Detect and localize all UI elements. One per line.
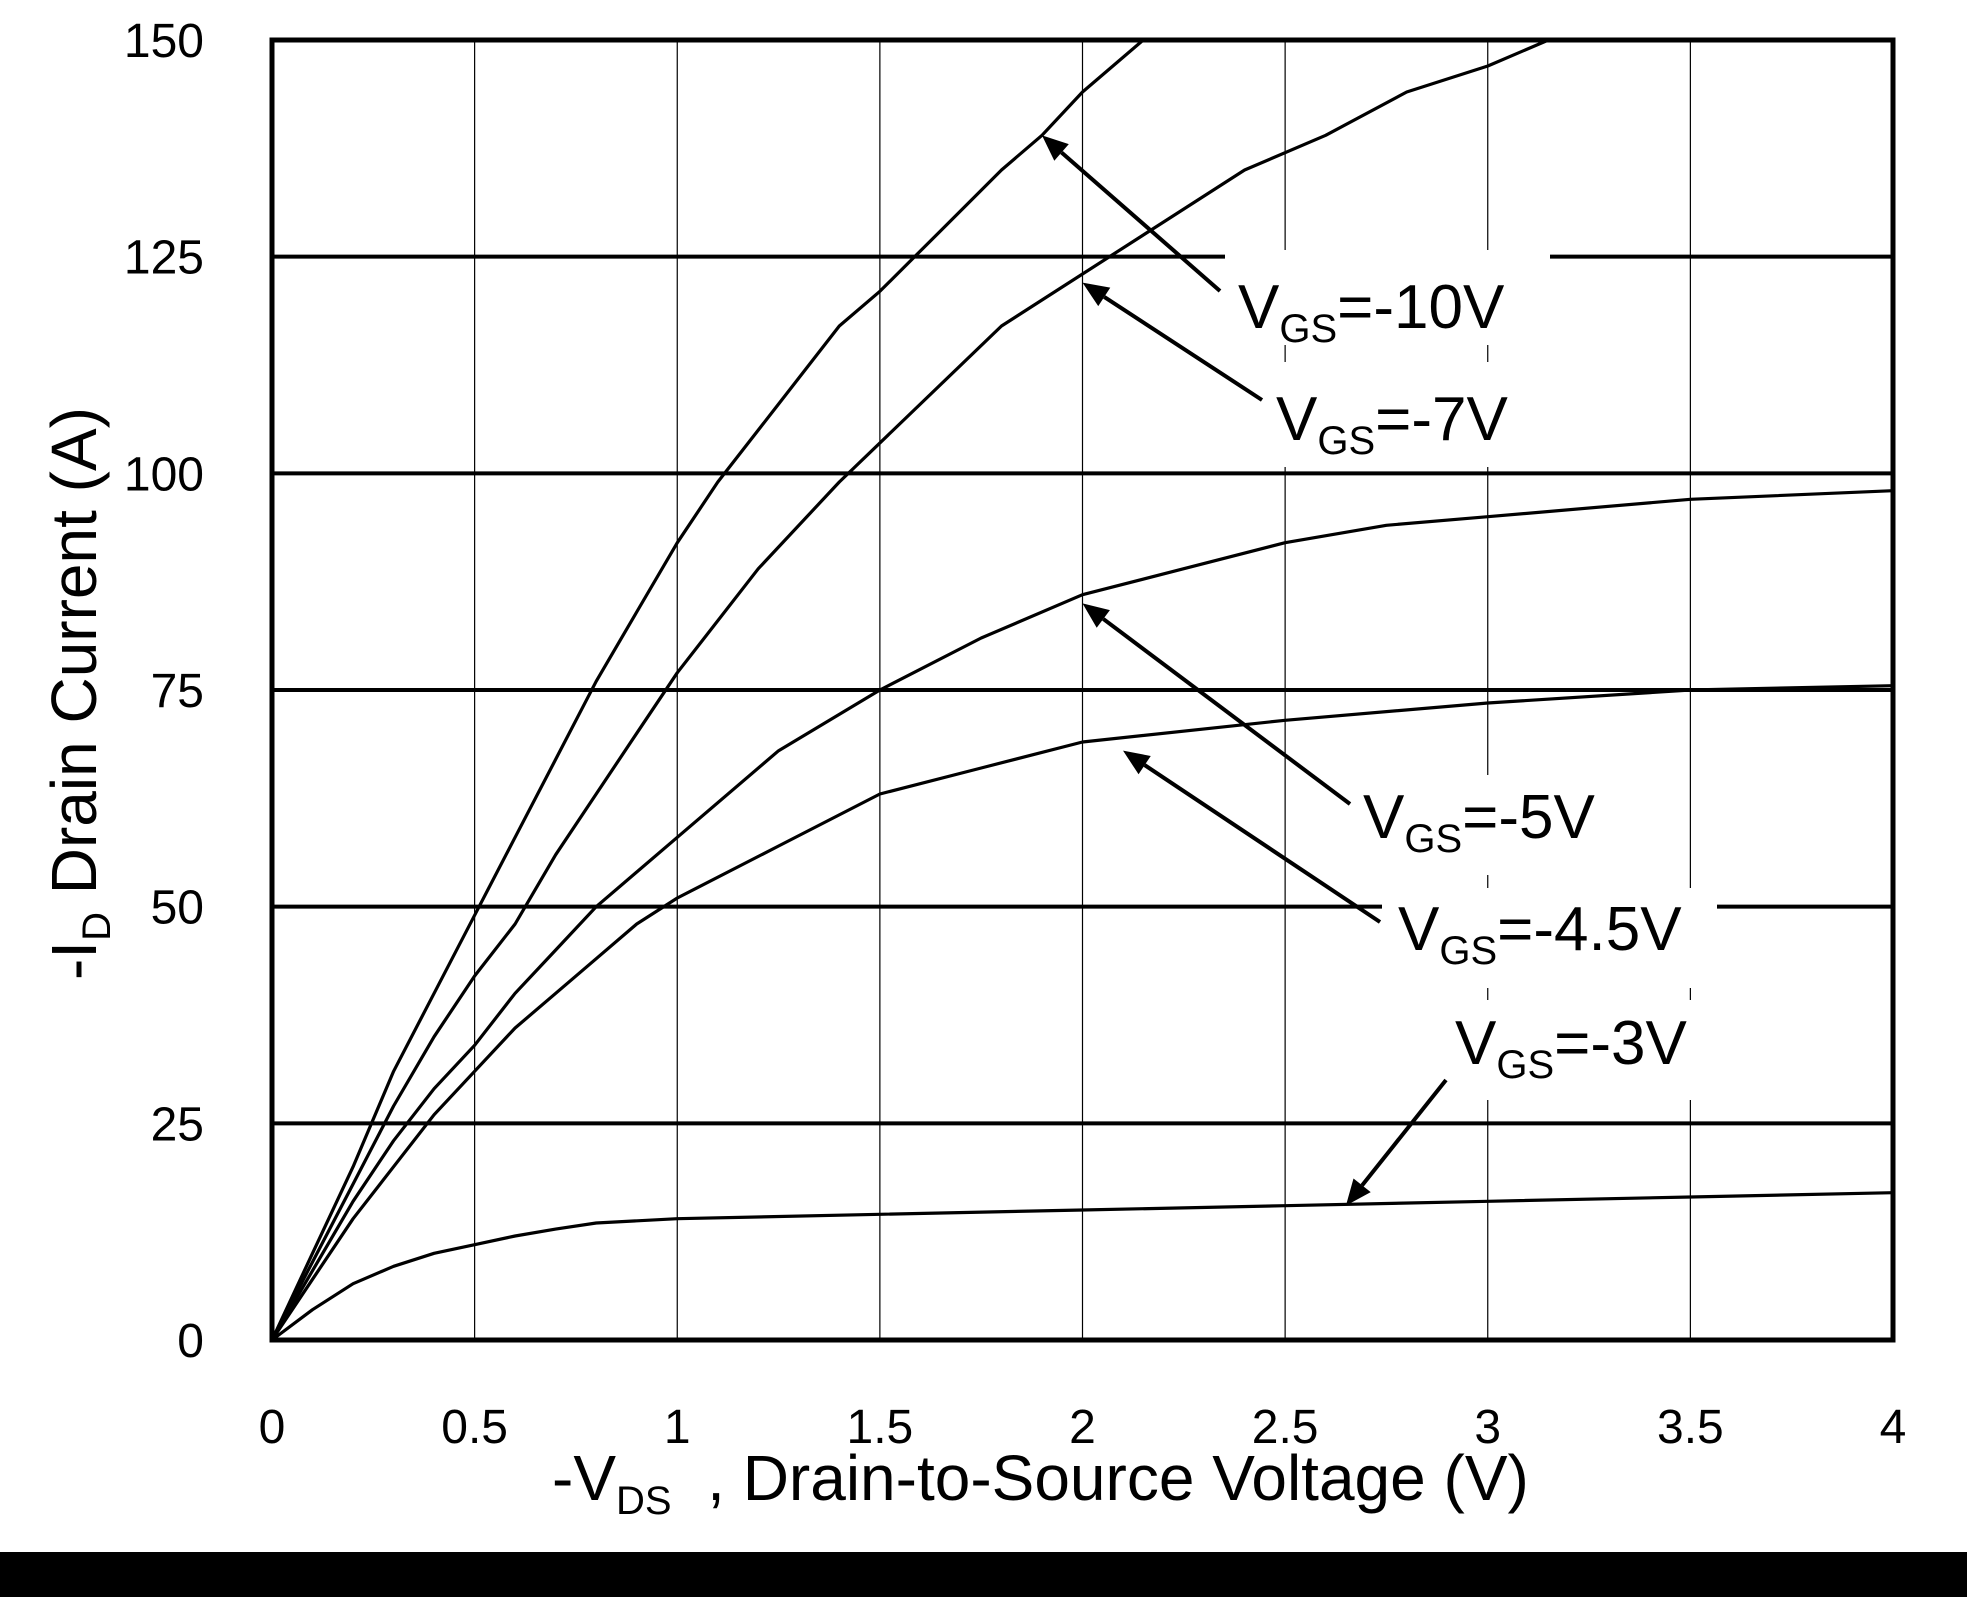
annotation-label-subscript: GS bbox=[1317, 419, 1375, 463]
series-line bbox=[271, 1191, 1894, 1342]
annotation-label-subscript: GS bbox=[1496, 1043, 1554, 1087]
x-tick-label: 1.5 bbox=[847, 1401, 914, 1454]
annotation-arrowhead bbox=[1345, 1178, 1371, 1206]
annotation-backgrounds bbox=[1225, 250, 1730, 1100]
x-tick-label: 0 bbox=[259, 1401, 286, 1454]
series-line bbox=[270, 684, 1894, 1341]
annotation-label: VGS=-3V bbox=[1455, 1009, 1687, 1087]
annotation-label-subscript: GS bbox=[1279, 307, 1337, 351]
x-tick-label: 3 bbox=[1474, 1401, 1501, 1454]
y-axis-title-subscript: D bbox=[75, 912, 119, 941]
annotation-arrow-shaft bbox=[1103, 295, 1264, 402]
annotation-label-prefix: V bbox=[1363, 783, 1405, 852]
annotation-label-prefix: V bbox=[1276, 385, 1318, 454]
annotation-label: VGS=-5V bbox=[1363, 783, 1595, 861]
y-tick-label: 100 bbox=[124, 448, 204, 501]
y-tick-labels: 0 25 50 75 100 125 150 bbox=[124, 15, 204, 1368]
annotation-label-suffix: =-7V bbox=[1375, 385, 1508, 454]
y-tick-label: 75 bbox=[151, 665, 204, 718]
series-layer bbox=[270, 38, 1894, 1342]
annotation-label-prefix: V bbox=[1455, 1009, 1497, 1078]
y-axis-title-prefix: -I bbox=[38, 941, 110, 980]
annotation-label-subscript: GS bbox=[1404, 817, 1462, 861]
x-tick-label: 1 bbox=[664, 1401, 691, 1454]
x-tick-label: 2.5 bbox=[1252, 1401, 1319, 1454]
annotation-arrowhead bbox=[1041, 135, 1069, 161]
annotation-background bbox=[1382, 888, 1717, 988]
x-axis-title-suffix: , Drain-to-Source Voltage (V) bbox=[672, 1442, 1529, 1514]
x-tick-label: 3.5 bbox=[1657, 1401, 1724, 1454]
x-axis-title-subscript: DS bbox=[616, 1479, 672, 1523]
annotation-label-prefix: V bbox=[1398, 895, 1440, 964]
bottom-bar bbox=[0, 1552, 1967, 1592]
annotation-arrow-shaft bbox=[1060, 150, 1222, 293]
annotation-label: VGS=-7V bbox=[1276, 385, 1508, 463]
y-tick-label: 25 bbox=[151, 1098, 204, 1151]
annotation-label: VGS=-4.5V bbox=[1398, 895, 1682, 973]
series-line bbox=[270, 489, 1894, 1341]
x-axis-title: -VDS , Drain-to-Source Voltage (V) bbox=[552, 1442, 1529, 1523]
annotation-label-suffix: =-4.5V bbox=[1497, 895, 1682, 964]
y-tick-label: 125 bbox=[124, 232, 204, 285]
x-tick-label: 0.5 bbox=[441, 1401, 508, 1454]
x-tick-label: 2 bbox=[1069, 1401, 1096, 1454]
annotation-background bbox=[1445, 1000, 1730, 1100]
annotation-label-suffix: =-5V bbox=[1462, 783, 1595, 852]
y-axis-title-suffix: Drain Current (A) bbox=[38, 407, 110, 912]
annotation-background bbox=[1225, 250, 1550, 345]
annotation-arrow-shaft bbox=[1360, 1078, 1448, 1187]
annotation-arrowhead bbox=[1123, 750, 1151, 775]
annotation-label-suffix: =-10V bbox=[1337, 273, 1505, 342]
annotation-arrow-shaft bbox=[1102, 617, 1352, 806]
annotation-arrow-shaft bbox=[1143, 763, 1382, 924]
annotation-label-subscript: GS bbox=[1439, 929, 1497, 973]
y-axis-title: -ID Drain Current (A) bbox=[38, 407, 119, 980]
series-line bbox=[270, 38, 1145, 1341]
y-tick-label: 0 bbox=[177, 1315, 204, 1368]
annotation-arrowhead bbox=[1082, 603, 1110, 628]
plot-frame bbox=[269, 37, 1896, 1343]
y-tick-label: 150 bbox=[124, 15, 204, 68]
annotation-background bbox=[1345, 775, 1640, 875]
annotation-label: VGS=-10V bbox=[1238, 273, 1505, 351]
annotation-background bbox=[1262, 362, 1547, 467]
annotation-label-suffix: =-3V bbox=[1554, 1009, 1687, 1078]
annotation-arrowhead bbox=[1082, 282, 1111, 307]
x-tick-label: 4 bbox=[1880, 1401, 1907, 1454]
x-axis-title-prefix: -V bbox=[552, 1442, 616, 1514]
y-tick-label: 50 bbox=[151, 882, 204, 935]
x-tick-labels: 0 0.5 1 1.5 2 2.5 3 3.5 4 bbox=[259, 1401, 1907, 1454]
annotation-arrows bbox=[1041, 135, 1448, 1206]
chart-background bbox=[0, 0, 1967, 1552]
annotation-label-prefix: V bbox=[1238, 273, 1280, 342]
series-line bbox=[270, 38, 1550, 1341]
